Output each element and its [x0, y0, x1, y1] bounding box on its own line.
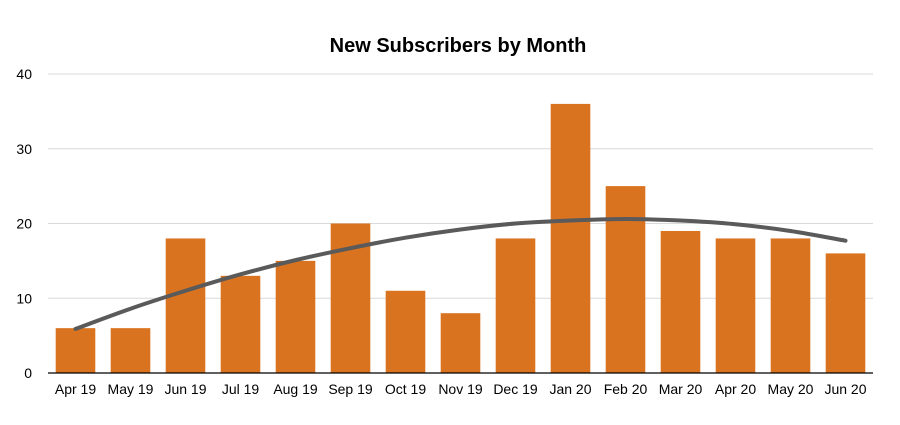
bar — [110, 328, 151, 373]
y-tick-label: 10 — [16, 290, 32, 306]
x-tick-label: Nov 19 — [438, 381, 483, 397]
bar — [550, 103, 591, 374]
bar — [660, 230, 701, 373]
x-tick-label: May 19 — [108, 381, 154, 397]
bar — [715, 238, 756, 373]
chart-title: New Subscribers by Month — [330, 35, 587, 57]
x-tick-label: Aug 19 — [273, 381, 318, 397]
x-axis-ticks: Apr 19 May 19 Jun 19 Jul 19 Aug 19 Sep 19 Oct … — [55, 381, 867, 397]
bar — [275, 260, 316, 373]
x-tick-label: Sep 19 — [328, 381, 373, 397]
bar — [770, 238, 811, 373]
x-tick-label: Dec 19 — [493, 381, 538, 397]
x-tick-label: Feb 20 — [604, 381, 648, 397]
x-tick-label: Mar 20 — [659, 381, 703, 397]
bar — [440, 313, 481, 373]
bar — [220, 275, 261, 373]
bar — [385, 290, 426, 373]
x-tick-label: Jan 20 — [549, 381, 591, 397]
x-tick-label: May 20 — [768, 381, 814, 397]
bar — [165, 238, 206, 373]
x-tick-label: Apr 20 — [715, 381, 756, 397]
bar — [495, 238, 536, 373]
x-tick-label: Jul 19 — [222, 381, 260, 397]
bars — [55, 103, 866, 374]
x-tick-label: Oct 19 — [385, 381, 426, 397]
y-tick-label: 40 — [16, 66, 32, 82]
y-axis-ticks: 0 10 20 30 40 — [16, 66, 32, 381]
bar — [605, 186, 646, 373]
bar — [825, 253, 866, 373]
trendline — [73, 217, 848, 331]
x-tick-label: Apr 19 — [55, 381, 96, 397]
y-tick-label: 30 — [16, 141, 32, 157]
x-tick-label: Jun 20 — [824, 381, 866, 397]
y-tick-label: 0 — [24, 365, 32, 381]
y-tick-label: 20 — [16, 216, 32, 232]
x-tick-label: Jun 19 — [164, 381, 206, 397]
bar — [55, 328, 96, 373]
